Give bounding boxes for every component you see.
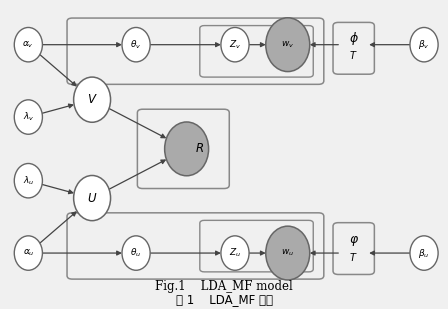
Ellipse shape <box>14 100 43 134</box>
Text: $\theta_u$: $\theta_u$ <box>130 247 142 259</box>
Ellipse shape <box>165 122 209 176</box>
Text: $T$: $T$ <box>349 252 358 263</box>
Ellipse shape <box>73 176 111 221</box>
Text: $w_v$: $w_v$ <box>281 40 294 50</box>
Text: $\varphi$: $\varphi$ <box>349 235 359 248</box>
Text: $\alpha_u$: $\alpha_u$ <box>22 248 34 258</box>
Text: $\phi$: $\phi$ <box>349 30 358 47</box>
Ellipse shape <box>14 28 43 62</box>
Text: 图 1    LDA_MF 模型: 图 1 LDA_MF 模型 <box>176 293 272 306</box>
Text: $R$: $R$ <box>195 142 204 155</box>
Ellipse shape <box>73 77 111 122</box>
Text: $\beta_u$: $\beta_u$ <box>418 247 430 260</box>
Ellipse shape <box>410 236 438 270</box>
Ellipse shape <box>266 226 310 280</box>
Text: $w_u$: $w_u$ <box>281 248 294 258</box>
Ellipse shape <box>14 236 43 270</box>
Text: $U$: $U$ <box>87 192 97 205</box>
Text: $T$: $T$ <box>349 49 358 61</box>
Ellipse shape <box>221 236 249 270</box>
Ellipse shape <box>122 28 150 62</box>
Text: $\lambda_v$: $\lambda_v$ <box>22 111 34 123</box>
Ellipse shape <box>221 28 249 62</box>
Text: $\beta_v$: $\beta_v$ <box>418 38 430 51</box>
Text: Fig.1    LDA_MF model: Fig.1 LDA_MF model <box>155 280 293 293</box>
Ellipse shape <box>14 163 43 198</box>
Ellipse shape <box>266 18 310 72</box>
Ellipse shape <box>122 236 150 270</box>
Text: $\alpha_v$: $\alpha_v$ <box>22 40 34 50</box>
Ellipse shape <box>410 28 438 62</box>
Text: $Z_v$: $Z_v$ <box>229 38 241 51</box>
Text: $Z_u$: $Z_u$ <box>229 247 241 259</box>
Text: $\theta_v$: $\theta_v$ <box>130 38 142 51</box>
Text: $V$: $V$ <box>87 93 98 106</box>
Text: $\lambda_u$: $\lambda_u$ <box>22 175 34 187</box>
